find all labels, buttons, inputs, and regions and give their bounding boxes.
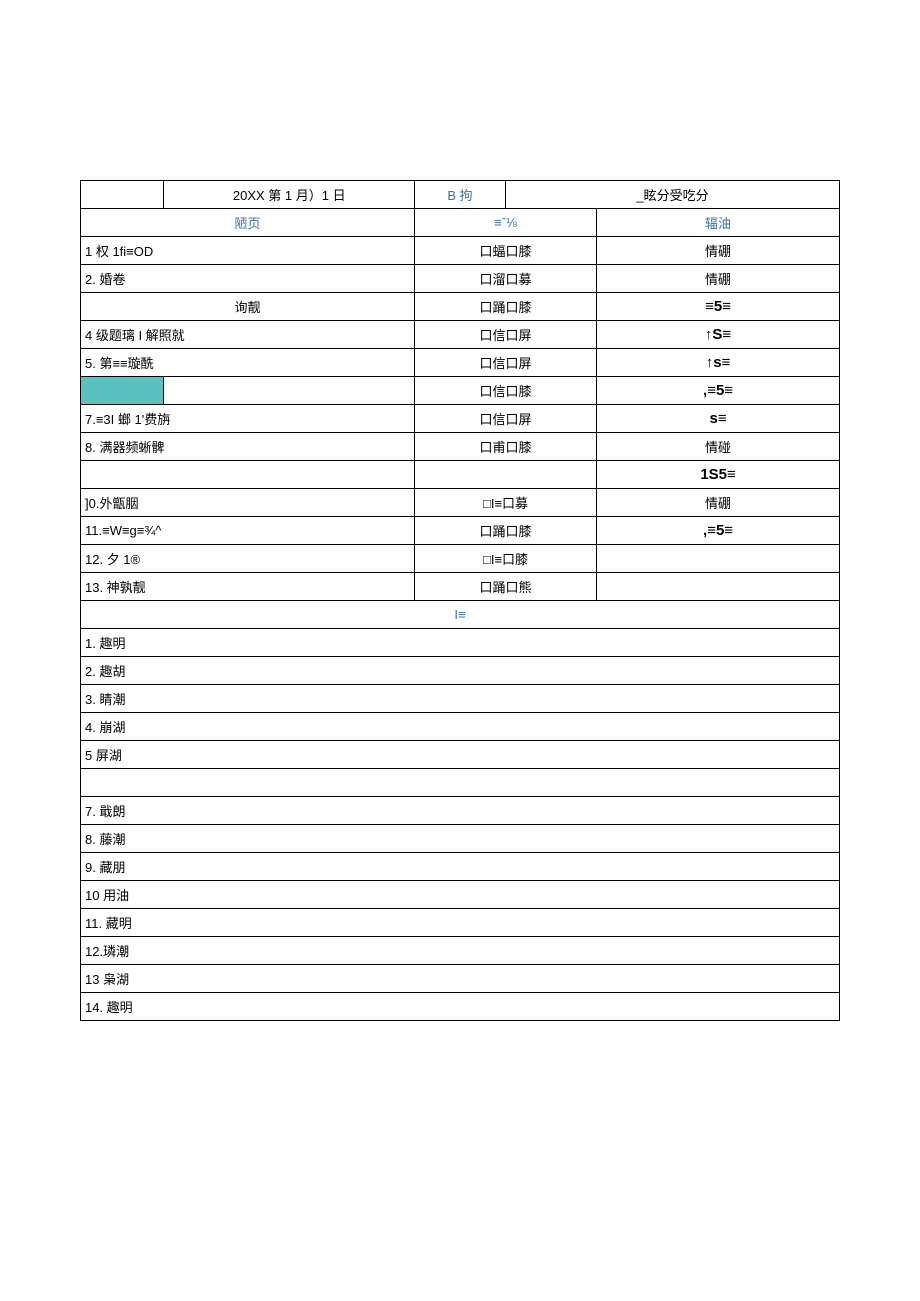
section2-cell: 9. 藏朋	[81, 853, 840, 881]
section1-right	[597, 573, 840, 601]
section1-mid: 口信口膝	[414, 377, 596, 405]
section2-cell: 12.璘潮	[81, 937, 840, 965]
section1-mid: 口信口屏	[414, 321, 596, 349]
section1-label: ]0.外甑胭	[81, 489, 415, 517]
r2c2: ≡ˆ⅛	[414, 209, 596, 237]
section2-row	[81, 769, 840, 797]
section2-row: 7. 戢朗	[81, 797, 840, 825]
section1-row: 询靓口踊口膝≡5≡	[81, 293, 840, 321]
section1-right: ,≡5≡	[597, 377, 840, 405]
r2c1: 陋页	[81, 209, 415, 237]
section1-right: s≡	[597, 405, 840, 433]
section2-cell: 10 用油	[81, 881, 840, 909]
section1-label: 7.≡3I 螂 1'费旃	[81, 405, 415, 433]
section2-cell: 3. 睛潮	[81, 685, 840, 713]
section1-right: ,≡5≡	[597, 517, 840, 545]
section1-row: 13. 神孰靓口踊口熊	[81, 573, 840, 601]
section1-label: 8. 满器频蜥髀	[81, 433, 415, 461]
highlight-cell	[81, 377, 164, 405]
section1-row: 4 级题璃 I 解照就口信口屏↑S≡	[81, 321, 840, 349]
section1-label: 5. 第≡≡璇酰	[81, 349, 415, 377]
section1-right: 情硼	[597, 265, 840, 293]
section2-row: 10 用油	[81, 881, 840, 909]
r1c4: _眩分受吃分	[506, 181, 840, 209]
header-row-2: 陋页 ≡ˆ⅛ 辐油	[81, 209, 840, 237]
date-cell: 20XX 第 1 月）1 日	[164, 181, 414, 209]
section1-mid: 口溜口募	[414, 265, 596, 293]
section1-right: 1S5≡	[597, 461, 840, 489]
section1-label	[164, 377, 414, 405]
section1-label: 13. 神孰靓	[81, 573, 415, 601]
section1-mid: 口踊口膝	[414, 517, 596, 545]
section1-row: 7.≡3I 螂 1'费旃口信口屏s≡	[81, 405, 840, 433]
section1-mid: 口信口屏	[414, 405, 596, 433]
section1-row: 1S5≡	[81, 461, 840, 489]
section1-row: 8. 满器频蜥髀口甫口膝情碰	[81, 433, 840, 461]
section1-row: 2. 婚卷口溜口募情硼	[81, 265, 840, 293]
section2-row: 9. 藏朋	[81, 853, 840, 881]
section2-row: 1. 趣明	[81, 629, 840, 657]
section1-label	[81, 461, 415, 489]
section1-label: 2. 婚卷	[81, 265, 415, 293]
section1-right: ↑s≡	[597, 349, 840, 377]
section1-mid: 口蝠口膝	[414, 237, 596, 265]
section1-right: 情碰	[597, 433, 840, 461]
section2-row: 3. 睛潮	[81, 685, 840, 713]
section1-row: ]0.外甑胭□I≡口募情硼	[81, 489, 840, 517]
section1-mid: 口踊口膝	[414, 293, 596, 321]
divider-row: I≡	[81, 601, 840, 629]
section1-mid: □I≡口膝	[414, 545, 596, 573]
section2-row: 13 枭湖	[81, 965, 840, 993]
r2c3: 辐油	[597, 209, 840, 237]
section1-mid: 口踊口熊	[414, 573, 596, 601]
header-row-1: 20XX 第 1 月）1 日 B 拘 _眩分受吃分	[81, 181, 840, 209]
section2-row: 14. 趣明	[81, 993, 840, 1021]
section1-right: 情硼	[597, 489, 840, 517]
section2-cell: 5 屏湖	[81, 741, 840, 769]
section2-cell	[81, 769, 840, 797]
section2-cell: 14. 趣明	[81, 993, 840, 1021]
section2-cell: 13 枭湖	[81, 965, 840, 993]
section2-cell: 1. 趣明	[81, 629, 840, 657]
section1-row: 口信口膝,≡5≡	[81, 377, 840, 405]
section1-row: 12. 夕 1®□I≡口膝	[81, 545, 840, 573]
section1-right: 情硼	[597, 237, 840, 265]
section2-row: 5 屏湖	[81, 741, 840, 769]
section1-right: ↑S≡	[597, 321, 840, 349]
section1-row: 1 权 1fi≡OD口蝠口膝情硼	[81, 237, 840, 265]
section1-row: 5. 第≡≡璇酰口信口屏↑s≡	[81, 349, 840, 377]
section2-cell: 2. 趣胡	[81, 657, 840, 685]
section1-mid: 口信口屏	[414, 349, 596, 377]
section2-cell: 11. 藏明	[81, 909, 840, 937]
section1-label: 1 权 1fi≡OD	[81, 237, 415, 265]
r1c1-empty	[81, 181, 164, 209]
section1-label: 11.≡W≡g≡¾^	[81, 517, 415, 545]
section2-row: 8. 藤潮	[81, 825, 840, 853]
divider-cell: I≡	[81, 601, 840, 629]
section1-label: 询靓	[81, 293, 415, 321]
section2-cell: 8. 藤潮	[81, 825, 840, 853]
section2-row: 4. 崩湖	[81, 713, 840, 741]
document-table: 20XX 第 1 月）1 日 B 拘 _眩分受吃分 陋页 ≡ˆ⅛ 辐油 1 权 …	[80, 180, 840, 1021]
section2-cell: 7. 戢朗	[81, 797, 840, 825]
section1-right: ≡5≡	[597, 293, 840, 321]
section1-row: 11.≡W≡g≡¾^口踊口膝,≡5≡	[81, 517, 840, 545]
section1-label: 12. 夕 1®	[81, 545, 415, 573]
section1-mid	[414, 461, 596, 489]
section2-row: 11. 藏明	[81, 909, 840, 937]
section1-right	[597, 545, 840, 573]
section2-row: 12.璘潮	[81, 937, 840, 965]
section1-mid: □I≡口募	[414, 489, 596, 517]
section2-cell: 4. 崩湖	[81, 713, 840, 741]
section1-label: 4 级题璃 I 解照就	[81, 321, 415, 349]
section1-mid: 口甫口膝	[414, 433, 596, 461]
r1c3: B 拘	[414, 181, 505, 209]
section2-row: 2. 趣胡	[81, 657, 840, 685]
